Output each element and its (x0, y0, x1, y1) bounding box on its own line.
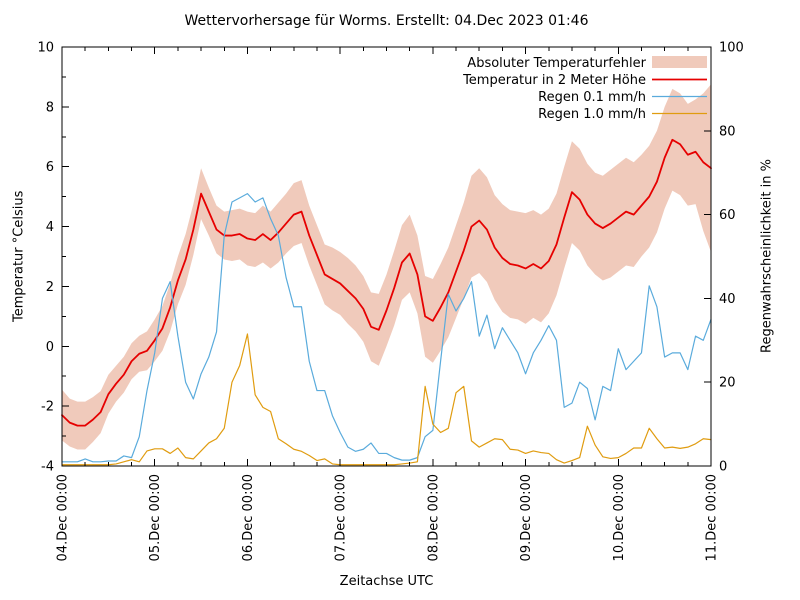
rain-01-line (61, 193, 712, 463)
y-right-tick-label: 80 (719, 124, 736, 139)
x-tick-label: 07.Dec 00:00 (334, 474, 349, 561)
legend-label: Regen 1.0 mm/h (538, 107, 646, 122)
y-left-tick-label: 10 (37, 41, 54, 56)
y-right-tick-label: 100 (719, 41, 744, 56)
y-axis-label-left: Temperatur °Celsius (11, 190, 27, 323)
y-left-tick-label: 0 (46, 340, 54, 355)
legend-label: Absoluter Temperaturfehler (467, 56, 646, 71)
x-axis-label: Zeitachse UTC (339, 574, 434, 589)
y-right-tick-label: 20 (719, 376, 736, 391)
temperature-line (61, 138, 712, 427)
temperature-error-band (62, 84, 711, 450)
x-tick-label: 10.Dec 00:00 (612, 474, 627, 561)
y-right-tick-label: 0 (719, 460, 727, 475)
legend-entry: Regen 1.0 mm/h (538, 107, 707, 122)
x-tick-label: 04.Dec 00:00 (56, 474, 71, 561)
x-tick-label: 09.Dec 00:00 (519, 474, 534, 561)
x-tick-label: 06.Dec 00:00 (241, 474, 256, 561)
legend-label: Temperatur in 2 Meter Höhe (462, 73, 646, 88)
legend-entry: Temperatur in 2 Meter Höhe (462, 73, 707, 88)
x-tick-label: 11.Dec 00:00 (705, 474, 720, 561)
x-tick-label: 08.Dec 00:00 (426, 474, 441, 561)
y-left-tick-label: -2 (41, 400, 54, 415)
y-right-tick-label: 40 (719, 292, 736, 307)
y-right-tick-label: 60 (719, 208, 736, 223)
chart-title: Wettervorhersage für Worms. Erstellt: 04… (184, 13, 589, 29)
legend: Absoluter Temperaturfehler Temperatur in … (462, 56, 707, 122)
y-left-tick-label: 2 (46, 280, 54, 295)
x-tick-label: 05.Dec 00:00 (148, 474, 163, 561)
legend-entry: Regen 0.1 mm/h (538, 90, 707, 105)
legend-sample-band (652, 56, 707, 68)
y-left-tick-label: 8 (46, 100, 54, 115)
y-axis-label-right: Regenwahrscheinlichkeit in % (759, 159, 775, 354)
axis-ticks (61, 46, 712, 467)
legend-label: Regen 0.1 mm/h (538, 90, 646, 105)
y-left-tick-label: 4 (46, 220, 54, 235)
y-left-tick-label: 6 (46, 160, 54, 175)
y-left-tick-label: -4 (41, 460, 54, 475)
legend-entry: Absoluter Temperaturfehler (467, 56, 707, 71)
